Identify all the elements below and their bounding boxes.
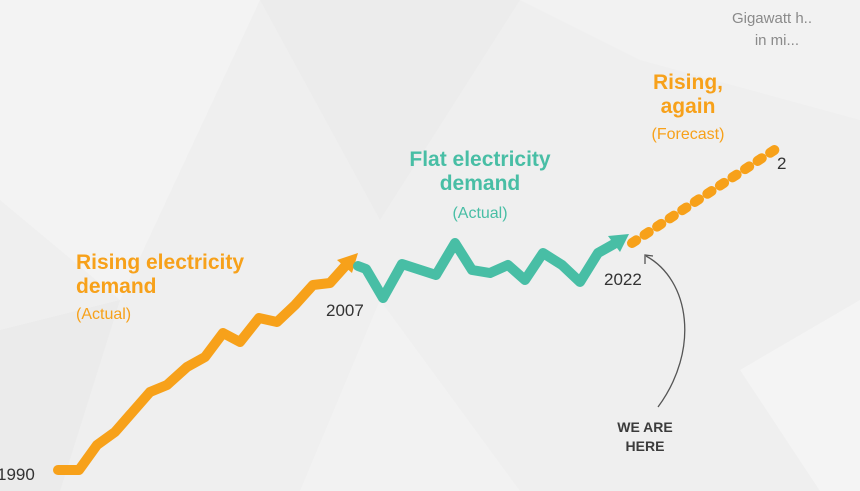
rising-demand-line (53, 259, 352, 475)
flat-sub: (Actual) (452, 205, 508, 222)
forecast-title-line2: again (660, 95, 716, 118)
year-label-recent: 2022 (604, 270, 642, 289)
year-label-start: 1990 (0, 465, 35, 484)
forecast-annotation: Rising, again (Forecast) (640, 71, 736, 145)
rising-title-line2: demand (76, 275, 157, 298)
unit-label-line1: Gigawatt h.. (731, 10, 812, 27)
forecast-title-line1: Rising, (652, 71, 723, 94)
unit-label-line2: in mi... (754, 32, 799, 49)
flat-demand-line (353, 238, 619, 303)
flat-annotation: Flat electricity demand (Actual) (400, 148, 560, 224)
we-are-here-label: WE ARE HERE (605, 418, 685, 456)
forecast-sub: (Forecast) (651, 126, 725, 143)
we-are-here-line1: WE ARE (617, 419, 673, 435)
forecast-dotted-line (627, 140, 787, 248)
unit-label: Gigawatt h.. in mi... (732, 8, 812, 52)
rising-title-line1: Rising electricity (76, 251, 245, 274)
we-are-here-arrow-head (644, 254, 654, 264)
flat-title-line2: demand (439, 172, 521, 195)
we-are-here-arrow (645, 255, 686, 408)
rising-arrow-head (337, 253, 358, 273)
we-are-here-line2: HERE (625, 438, 665, 454)
rising-sub: (Actual) (76, 306, 132, 323)
flat-arrow-head (608, 234, 629, 252)
year-label-mid: 2007 (326, 301, 364, 320)
rising-annotation: Rising electricity demand (Actual) (76, 251, 244, 325)
year-label-end: 2 (777, 154, 787, 173)
flat-title-line1: Flat electricity (409, 148, 551, 171)
